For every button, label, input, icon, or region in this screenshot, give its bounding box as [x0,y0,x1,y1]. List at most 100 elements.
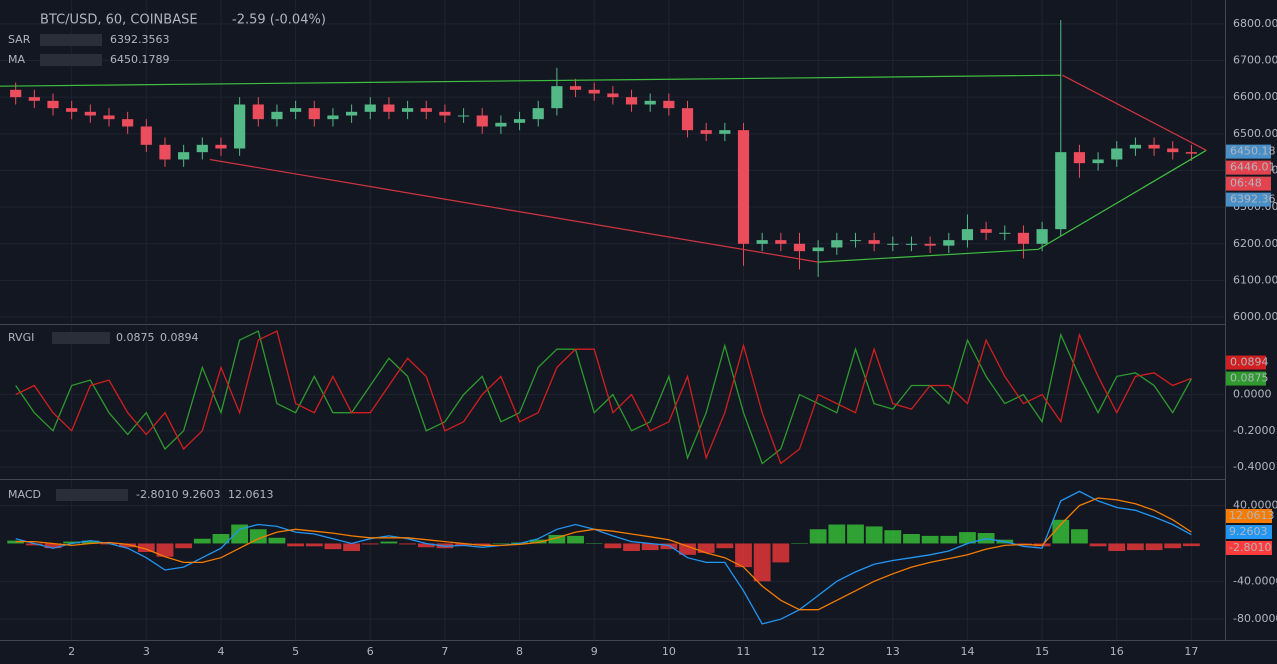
candle-body [10,89,22,98]
histogram-bar [959,532,976,544]
histogram-bar [63,541,81,544]
candle-body [140,126,152,145]
histogram-bar [119,543,137,548]
histogram-bar [865,526,883,544]
y-tick-label: -80.0000 [1233,612,1277,625]
histogram-bar [7,540,25,544]
histogram-bar [735,543,752,568]
candle-body [364,104,376,112]
candle-body [457,115,470,117]
candle-body [1111,148,1123,160]
x-tick-label: 13 [886,645,900,658]
histogram-bar [585,543,603,544]
candle-body [346,111,358,116]
value-tag-label: 0.0875 [1230,372,1269,385]
x-tick-label: 7 [441,645,448,658]
histogram-bar [1052,519,1070,544]
candle-body [271,111,283,120]
value-tag [1226,525,1272,539]
x-tick-label: 4 [217,645,224,658]
candle-body [476,115,488,127]
y-tick-label: 6800.00 [1233,17,1277,30]
candle-body [1092,159,1104,164]
histogram-bar [623,543,640,552]
histogram-bar [567,535,584,544]
histogram-bar [809,529,827,544]
histogram-bar [529,539,547,544]
y-tick-label: 6100.00 [1233,273,1277,286]
candle-body [308,108,320,120]
histogram-bar [753,543,771,582]
histogram-bar [268,537,286,544]
candle-body [1017,232,1030,244]
price-tag-label: 6450.18 [1230,145,1276,158]
trendline [818,149,1207,263]
candle-body [159,144,171,160]
y-tick-label: 40.0000 [1233,499,1277,512]
histogram-bar [492,543,510,544]
x-tick-label: 5 [292,645,299,658]
candle-body [513,119,526,123]
candle-body [122,119,134,127]
candle-body [401,108,414,112]
y-tick-label: 6500.00 [1233,127,1277,140]
pane-title: RVGI [8,331,34,344]
trendline [209,158,819,263]
x-tick-label: 9 [591,645,598,658]
candle-body [1073,152,1086,164]
histogram-bar [791,543,808,544]
indicator-line [15,330,1192,465]
readout: 0.0894 [160,331,199,344]
candle-body [439,111,451,116]
price-tag [1226,144,1271,159]
candle-body [28,97,40,101]
histogram-bar [417,543,435,548]
y-tick-label: 6600.00 [1233,90,1277,103]
histogram-bar [1127,543,1144,551]
candle-body [756,240,768,244]
indicator-controls [56,489,128,501]
value-tag-label: 9.2603 [1229,525,1268,538]
candle-body [420,108,432,112]
candle-body [961,229,974,241]
candle-body [905,243,918,245]
candle-body [66,108,78,112]
histogram-bar [921,535,939,544]
candle-body [196,144,208,153]
histogram-bar [548,534,566,544]
histogram-bar [1145,543,1163,551]
histogram-bar [212,534,230,544]
histogram-bar [25,543,43,546]
indicator-value: 6450.1789 [110,53,170,66]
histogram-bar [193,538,211,544]
candle-body [849,240,862,242]
histogram-bar [940,535,958,544]
y-tick-label: -0.4000 [1233,460,1275,473]
indicator-name: SAR [8,33,31,46]
x-tick-label: 3 [143,645,150,658]
y-tick-label: 0.0000 [1233,388,1272,401]
histogram-bar [380,541,398,544]
value-tag-label: 0.0894 [1230,356,1269,369]
candle-body [234,104,246,149]
x-tick-label: 17 [1184,645,1198,658]
value-tag-label: 12.0613 [1229,509,1275,522]
histogram-bar [287,543,305,547]
histogram-bar [231,524,249,544]
value-tag [1226,541,1272,555]
histogram-bar [604,543,622,549]
value-tag [1226,509,1272,523]
histogram-bar [641,543,659,551]
candle-body [495,122,507,127]
indicator-name: MA [8,53,25,66]
candle-body [252,104,264,120]
candle-body [47,100,59,109]
y-tick-label: -40.0000 [1233,574,1277,587]
candle-body [607,93,619,98]
readout: 0.0875 [116,331,155,344]
histogram-bar [697,543,715,553]
pane-title: MACD [8,488,41,501]
chart-title: BTC/USD, 60, COINBASE [40,13,198,28]
histogram-bar [399,543,416,545]
